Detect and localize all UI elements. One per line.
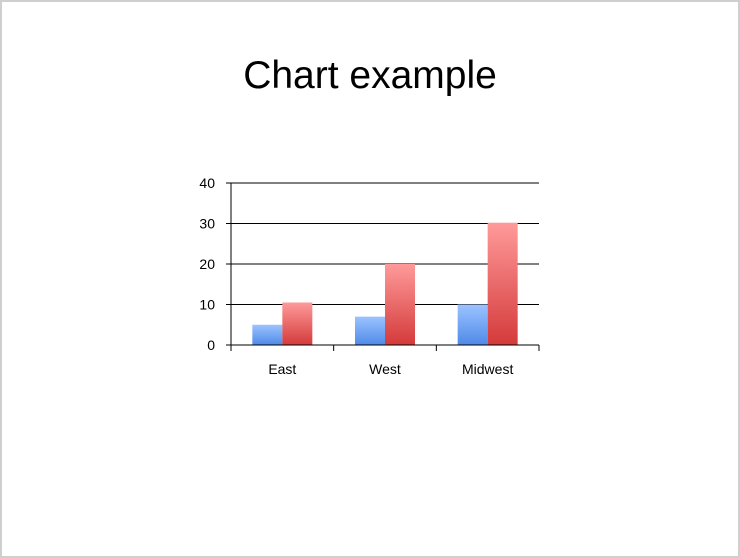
bar-east-series-1 xyxy=(252,324,283,345)
y-tick-label-10: 10 xyxy=(199,297,215,313)
y-tick-label-30: 30 xyxy=(199,216,215,232)
slide-title: Chart example xyxy=(243,54,497,97)
bar-west-series-1 xyxy=(355,316,385,345)
bar-east-series-2 xyxy=(282,302,313,345)
bar-west-series-2 xyxy=(385,264,415,345)
y-tick-label-20: 20 xyxy=(199,256,215,272)
y-tick-label-0: 0 xyxy=(207,337,215,353)
bars xyxy=(252,222,518,345)
x-tick-label-midwest: Midwest xyxy=(462,361,513,377)
tick-labels: 0 10 20 30 40 East West Midwest xyxy=(199,175,513,377)
y-tick-label-40: 40 xyxy=(199,175,215,191)
bar-midwest-series-1 xyxy=(457,304,488,345)
x-tick-label-east: East xyxy=(268,361,296,377)
axes xyxy=(226,182,540,351)
x-tick-label-west: West xyxy=(369,361,401,377)
bar-midwest-series-2 xyxy=(487,222,518,345)
